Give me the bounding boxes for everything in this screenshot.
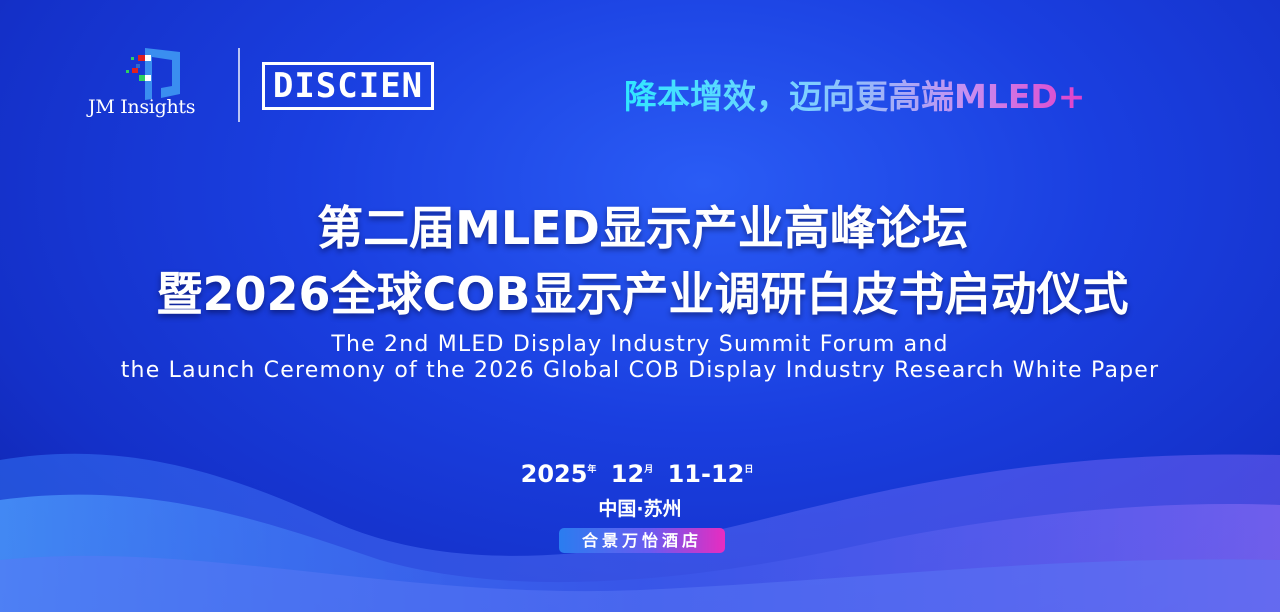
event-location: 中国·苏州 [598,498,682,520]
title-line-1: 第二届MLED显示产业高峰论坛 [317,201,968,255]
jm-insights-logo-text: JM Insights [88,96,196,118]
date-month: 12 [610,460,645,488]
subtitle-en-line-1: The 2nd MLED Display Industry Summit For… [331,332,949,357]
date-day-unit: 日 [744,465,754,475]
event-date: 2025年 12月 11-12日 [0,460,1280,488]
date-month-unit: 月 [644,465,654,475]
jm-insights-logo-icon [126,48,180,100]
slogan: 降本增效，迈向更高端MLED+ [624,70,1085,118]
title-line-2: 暨2026全球COB显示产业调研白皮书启动仪式 [156,267,1129,321]
venue-badge: 合景万怡酒店 [559,528,725,553]
date-year: 2025 [520,460,588,488]
date-days: 11-12 [667,460,745,488]
subtitle-en-line-2: the Launch Ceremony of the 2026 Global C… [120,358,1160,383]
date-year-unit: 年 [587,465,597,475]
discien-logo: DISCIEN [262,62,434,110]
logo-divider [238,48,240,122]
